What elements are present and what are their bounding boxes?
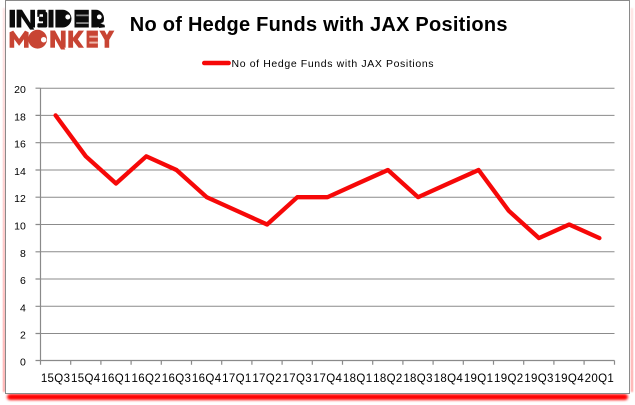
- svg-text:17Q3: 17Q3: [283, 373, 313, 385]
- svg-text:20: 20: [14, 84, 26, 96]
- svg-text:0: 0: [20, 357, 26, 369]
- svg-text:4: 4: [20, 302, 26, 314]
- svg-text:18Q1: 18Q1: [343, 373, 373, 385]
- svg-text:19Q1: 19Q1: [464, 373, 494, 385]
- svg-text:16Q3: 16Q3: [162, 373, 192, 385]
- svg-text:6: 6: [20, 275, 26, 287]
- svg-text:18: 18: [14, 111, 26, 123]
- svg-text:17Q2: 17Q2: [252, 373, 282, 385]
- svg-text:16Q4: 16Q4: [192, 373, 222, 385]
- svg-text:16Q2: 16Q2: [132, 373, 162, 385]
- svg-text:2: 2: [20, 330, 26, 342]
- svg-text:17Q1: 17Q1: [222, 373, 252, 385]
- svg-text:14: 14: [14, 166, 26, 178]
- svg-text:No of Hedge Funds with JAX Pos: No of Hedge Funds with JAX Positions: [130, 14, 508, 36]
- svg-text:15Q3: 15Q3: [41, 373, 71, 385]
- svg-text:17Q4: 17Q4: [313, 373, 343, 385]
- svg-text:12: 12: [14, 193, 26, 205]
- svg-text:19Q2: 19Q2: [494, 373, 524, 385]
- svg-text:20Q1: 20Q1: [585, 373, 615, 385]
- svg-text:18Q2: 18Q2: [373, 373, 403, 385]
- svg-text:10: 10: [14, 221, 26, 233]
- svg-text:16: 16: [14, 139, 26, 151]
- svg-text:18Q4: 18Q4: [434, 373, 464, 385]
- svg-text:19Q3: 19Q3: [524, 373, 554, 385]
- svg-text:15Q4: 15Q4: [71, 373, 101, 385]
- svg-text:8: 8: [20, 248, 26, 260]
- svg-text:19Q4: 19Q4: [554, 373, 584, 385]
- svg-text:16Q1: 16Q1: [101, 373, 131, 385]
- svg-text:No of Hedge Funds with JAX Pos: No of Hedge Funds with JAX Positions: [232, 58, 435, 70]
- svg-text:18Q3: 18Q3: [403, 373, 433, 385]
